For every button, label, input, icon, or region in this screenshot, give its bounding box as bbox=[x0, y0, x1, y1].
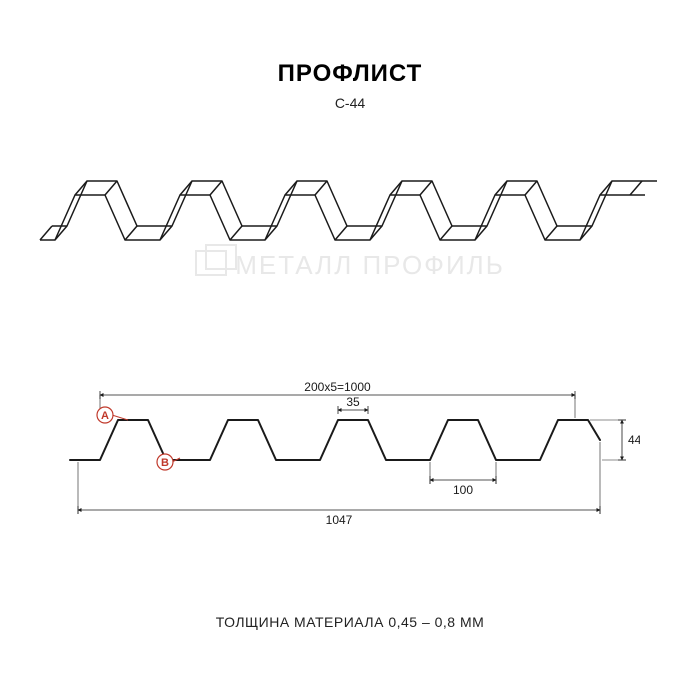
isometric-profile-view bbox=[30, 160, 670, 275]
svg-text:B: B bbox=[161, 457, 169, 469]
svg-text:44: 44 bbox=[628, 433, 640, 447]
svg-text:A: A bbox=[101, 410, 109, 422]
dimensioned-profile-view: 200x5=100035 100 1047 44 A B bbox=[60, 380, 640, 545]
material-thickness-note: ТОЛЩИНА МАТЕРИАЛА 0,45 – 0,8 ММ bbox=[0, 614, 700, 630]
svg-text:100: 100 bbox=[453, 483, 473, 497]
svg-text:200x5=1000: 200x5=1000 bbox=[304, 380, 371, 394]
title: ПРОФЛИСТ bbox=[0, 60, 700, 88]
svg-text:35: 35 bbox=[346, 395, 360, 409]
subtitle: С-44 bbox=[0, 95, 700, 111]
svg-text:1047: 1047 bbox=[326, 513, 353, 527]
